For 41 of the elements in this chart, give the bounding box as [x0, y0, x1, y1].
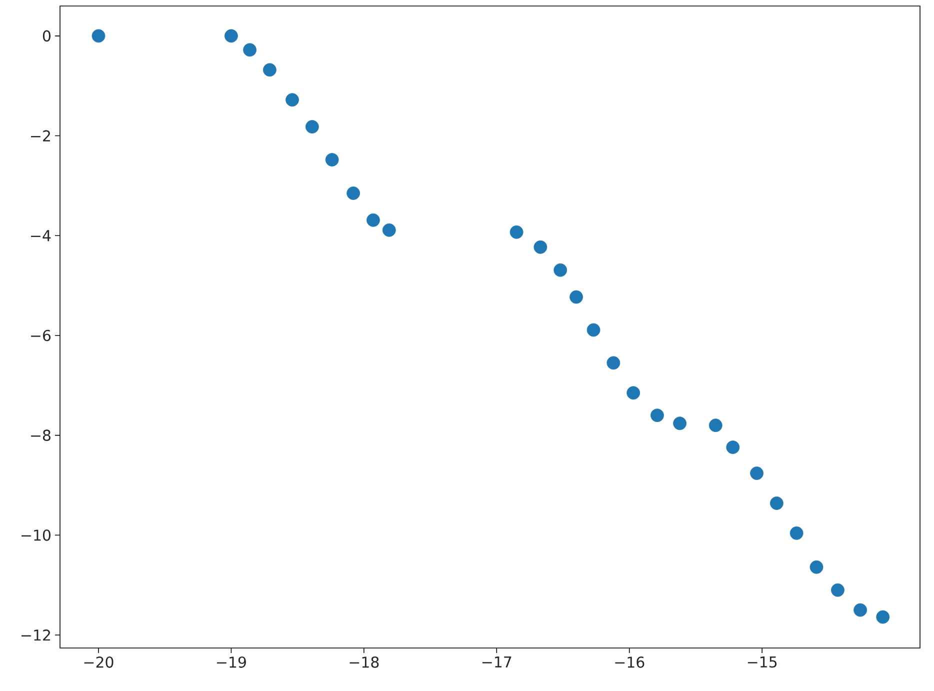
point: [570, 290, 583, 304]
point: [586, 323, 600, 337]
point: [626, 386, 640, 400]
point: [650, 408, 664, 422]
point: [92, 29, 106, 43]
point: [554, 263, 568, 277]
point: [263, 63, 276, 77]
point: [382, 223, 396, 237]
y-tick-label: 0: [42, 30, 50, 42]
point: [831, 583, 844, 597]
point: [346, 186, 360, 200]
x-tick-label: −17: [482, 656, 512, 668]
y-tick-label: −10: [22, 530, 50, 541]
point: [224, 29, 238, 43]
point: [305, 120, 319, 134]
point: [726, 440, 740, 454]
point: [366, 213, 380, 227]
point: [606, 356, 620, 370]
point: [876, 610, 890, 624]
y-tick-label: −8: [31, 430, 50, 441]
y-tick-label: −4: [31, 230, 51, 242]
x-tick-label: −16: [615, 656, 644, 668]
x-tick-label: −18: [350, 656, 379, 668]
y-tick-label: −12: [22, 629, 50, 641]
point: [770, 496, 784, 510]
point: [750, 466, 764, 480]
y-tick-label: −6: [31, 330, 51, 342]
point: [854, 603, 867, 617]
point: [510, 225, 524, 239]
point: [325, 153, 339, 166]
x-tick-label: −19: [217, 656, 246, 668]
point: [810, 560, 824, 574]
x-tick-label: −15: [748, 656, 777, 668]
point: [790, 526, 804, 540]
point: [673, 416, 686, 430]
point: [243, 43, 256, 57]
x-tick-label: −20: [84, 656, 114, 668]
point: [286, 93, 299, 107]
point: [708, 418, 722, 432]
point: [534, 240, 548, 254]
y-tick-label: −2: [31, 130, 50, 142]
